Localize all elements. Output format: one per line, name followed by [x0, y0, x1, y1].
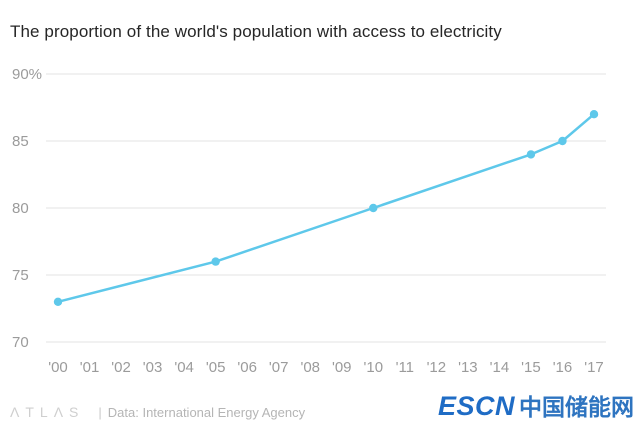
y-tick-label: 90%: [12, 66, 42, 83]
x-tick-label: '14: [490, 359, 510, 376]
x-tick-label: '08: [300, 359, 320, 376]
x-tick-label: '04: [174, 359, 194, 376]
data-point-marker: [589, 110, 599, 119]
x-tick-label: '02: [111, 359, 131, 376]
x-tick-label: '03: [143, 359, 163, 376]
x-tick-label: '11: [396, 359, 414, 376]
x-tick-label: '00: [48, 359, 68, 376]
x-tick-label: '10: [364, 359, 384, 376]
source-divider: |: [98, 404, 102, 420]
x-tick-label: '09: [332, 359, 352, 376]
escn-watermark-cn: 中国储能网: [519, 394, 634, 420]
x-tick-label: '06: [237, 359, 257, 376]
x-tick-label: '16: [553, 359, 573, 376]
x-tick-label: '12: [427, 359, 447, 376]
chart-title: The proportion of the world's population…: [10, 22, 502, 41]
y-tick-label: 85: [12, 133, 29, 150]
series-line: [56, 112, 596, 304]
y-tick-label: 75: [12, 267, 29, 284]
y-tick-label: 80: [12, 200, 29, 217]
data-point-marker: [53, 297, 63, 306]
x-tick-label: '01: [80, 359, 100, 376]
footer: ΛTLΛS | Data: International Energy Agency: [10, 404, 305, 420]
data-point-marker: [558, 136, 567, 146]
x-tick-label: '07: [269, 359, 289, 376]
x-tick-label: '13: [458, 359, 478, 376]
watermark: ESCN 中国储能网: [438, 388, 634, 422]
data-source: | Data: International Energy Agency: [98, 405, 305, 420]
atlas-logo: ΛTLΛS: [10, 404, 85, 420]
y-tick-label: 70: [12, 334, 29, 351]
x-tick-label: '17: [584, 359, 604, 376]
escn-watermark-en: ESCN: [437, 391, 515, 421]
data-point-marker: [369, 203, 378, 213]
data-point-marker: [526, 150, 536, 159]
x-tick-label: '05: [206, 359, 226, 376]
data-point-marker: [211, 257, 220, 266]
x-tick-label: '15: [521, 359, 541, 376]
source-text: Data: International Energy Agency: [107, 404, 306, 420]
line-chart: 90% 85 80 75 70 '00 '01 '02 '03 '04 '05 '06 '07 '08 '0…: [12, 66, 606, 376]
